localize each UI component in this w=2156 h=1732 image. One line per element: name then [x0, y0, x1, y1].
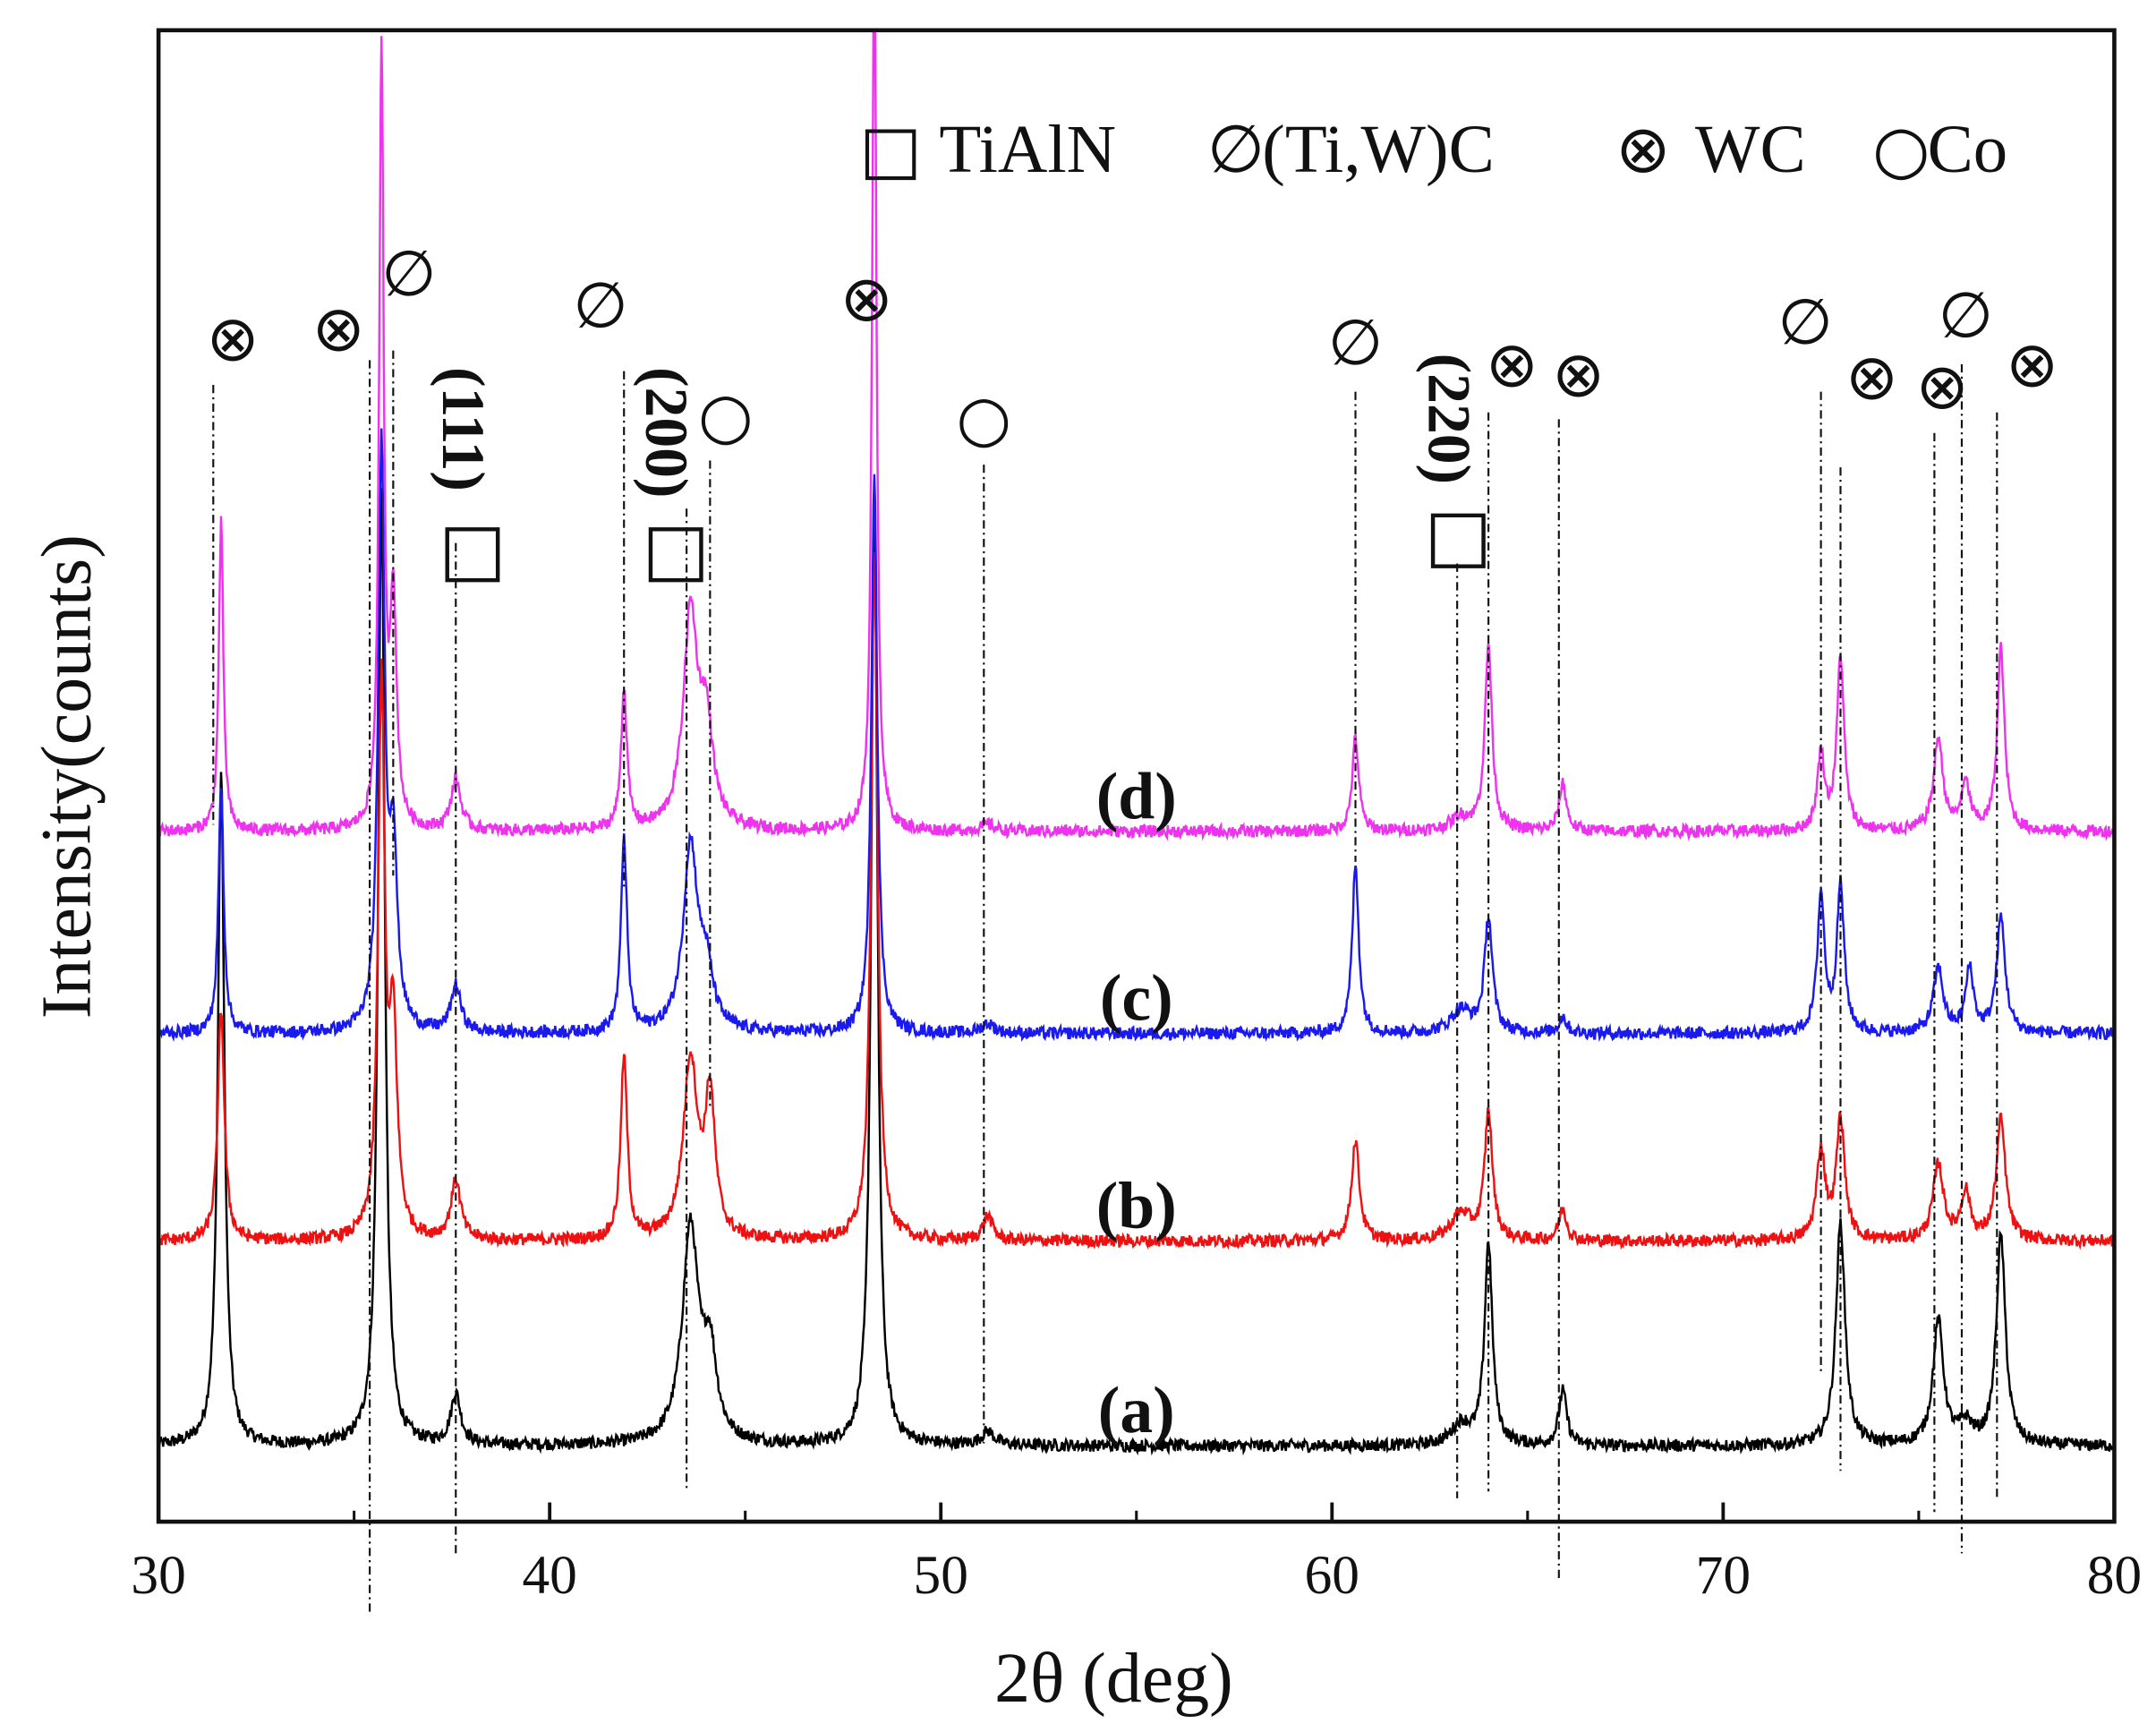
legend-label: TiAlN: [939, 111, 1116, 187]
phase-marker: ○: [698, 378, 754, 452]
legend-symbol-icon: □: [859, 112, 922, 188]
x-tick-label: 40: [522, 1545, 576, 1606]
phase-marker: ⊗: [1845, 339, 1898, 414]
legend-label: Co: [1928, 111, 2008, 187]
hkl-label: (220) □: [1415, 354, 1492, 576]
drop-lines: [212, 350, 1998, 1616]
phase-marker: ⊗: [1916, 349, 1969, 423]
legend: □ TiAlN ∅(Ti,W)C ⊗ WC ○Co: [859, 111, 2007, 188]
legend-label: (Ti,W)C: [1262, 111, 1495, 187]
legend-symbol-icon: ∅: [1207, 112, 1265, 188]
x-tick-label: 80: [2087, 1545, 2142, 1606]
x-tick-label: 30: [131, 1545, 185, 1606]
hkl-label: (111) □: [430, 367, 507, 590]
phase-markers: (a)(b)(c)(d)⊗ ⊗∅ ∅○⊗○∅ ⊗ ⊗∅⊗ ⊗∅⊗(111)□(200)□(…: [207, 236, 2059, 1446]
legend-entry: ⊗ WC: [1615, 111, 1806, 188]
phase-marker: ⊗: [312, 292, 365, 366]
phase-marker: ∅: [381, 236, 437, 311]
hkl-text: (220): [1415, 354, 1482, 484]
series-label-b: (b): [1096, 1168, 1177, 1241]
series-line-b: [158, 551, 2115, 1250]
x-tick-label: 60: [1305, 1545, 1359, 1606]
y-axis-label: Intensity(counts): [27, 534, 106, 1019]
series-line-d: [158, 30, 2115, 842]
x-tick-label: 50: [914, 1545, 968, 1606]
x-tick-label: 70: [1696, 1545, 1751, 1606]
series-line-a: [158, 487, 2115, 1456]
hkl-text: (111): [430, 367, 497, 491]
phase-marker: ∅: [573, 269, 628, 343]
legend-entry: ○Co: [1872, 111, 2007, 188]
tialn-box-icon: □: [1425, 493, 1492, 576]
legend-entry: □ TiAlN: [859, 111, 1116, 188]
phase-marker: ⊗: [2006, 328, 2058, 402]
phase-marker: ⊗: [207, 301, 260, 375]
phase-marker: ∅: [1328, 305, 1384, 380]
series-label-d: (d): [1096, 759, 1177, 832]
series-label-c: (c): [1100, 961, 1173, 1035]
legend-entry: ∅(Ti,W)C: [1207, 111, 1495, 188]
x-axis-label: 2θ (deg): [994, 1639, 1233, 1718]
hkl-label: (200) □: [633, 367, 710, 590]
phase-marker: ⊗: [840, 261, 893, 336]
legend-label: WC: [1695, 111, 1806, 187]
series-label-a: (a): [1098, 1373, 1175, 1446]
x-axis: 30 40 50 60 70 80: [131, 1502, 2142, 1606]
phase-marker: ∅: [1939, 277, 1994, 352]
legend-symbol-icon: ○: [1872, 112, 1930, 188]
phase-marker: ○: [957, 380, 1012, 455]
tialn-box-icon: □: [643, 507, 710, 590]
phase-marker: ⊗: [1552, 337, 1605, 411]
phase-marker: ⊗: [1486, 328, 1538, 402]
phase-marker: ∅: [1777, 285, 1833, 359]
tialn-box-icon: □: [439, 507, 506, 590]
hkl-text: (200): [633, 367, 700, 498]
legend-symbol-icon: ⊗: [1615, 112, 1671, 188]
series-line-c: [158, 428, 2115, 1043]
series-layer: [158, 30, 2115, 1456]
